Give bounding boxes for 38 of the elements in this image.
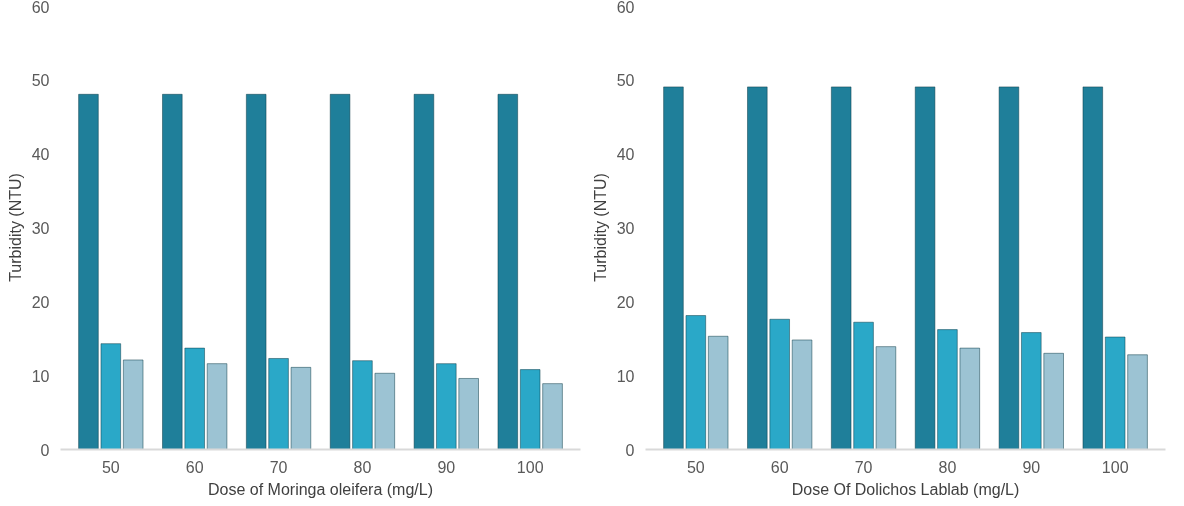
x-tick-label: 100 bbox=[516, 458, 544, 476]
bar bbox=[123, 359, 144, 450]
y-tick-label: 10 bbox=[31, 367, 50, 385]
bar bbox=[206, 363, 228, 450]
y-tick-label: 30 bbox=[31, 219, 50, 237]
x-axis-title: Dose Of Dolichos Lablab (mg/L) bbox=[791, 480, 1020, 498]
y-tick-label: 10 bbox=[616, 367, 635, 385]
y-axis-title: Turbidity (NTU) bbox=[591, 173, 609, 282]
bar bbox=[708, 336, 729, 450]
x-tick-label: 60 bbox=[185, 458, 204, 476]
y-tick-label: 0 bbox=[625, 441, 635, 459]
y-tick-label: 30 bbox=[616, 219, 635, 237]
x-tick-label: 80 bbox=[353, 458, 372, 476]
x-tick-label: 90 bbox=[1022, 458, 1041, 476]
y-tick-label: 20 bbox=[31, 293, 50, 311]
y-tick-label: 50 bbox=[616, 71, 635, 89]
x-tick-label: 100 bbox=[1101, 458, 1129, 476]
y-tick-label: 0 bbox=[40, 441, 50, 459]
x-tick-label: 50 bbox=[101, 458, 120, 476]
x-tick-label: 70 bbox=[854, 458, 873, 476]
x-tick-label: 60 bbox=[770, 458, 789, 476]
y-tick-label: 40 bbox=[31, 145, 50, 163]
y-tick-label: 60 bbox=[31, 0, 50, 16]
bar bbox=[497, 94, 518, 450]
x-axis-title: Dose of Moringa oleifera (mg/L) bbox=[208, 480, 433, 498]
bar bbox=[998, 86, 1020, 450]
bar bbox=[1082, 86, 1103, 450]
bar bbox=[413, 94, 435, 450]
x-tick-label: 80 bbox=[938, 458, 957, 476]
y-tick-label: 20 bbox=[616, 293, 635, 311]
y-tick-label: 50 bbox=[31, 71, 50, 89]
x-tick-label: 90 bbox=[437, 458, 456, 476]
y-axis-title: Turbidity (NTU) bbox=[6, 173, 24, 282]
bar bbox=[791, 339, 813, 450]
x-tick-label: 50 bbox=[686, 458, 705, 476]
y-tick-label: 40 bbox=[616, 145, 635, 163]
y-tick-label: 60 bbox=[616, 0, 635, 16]
x-tick-label: 70 bbox=[269, 458, 288, 476]
